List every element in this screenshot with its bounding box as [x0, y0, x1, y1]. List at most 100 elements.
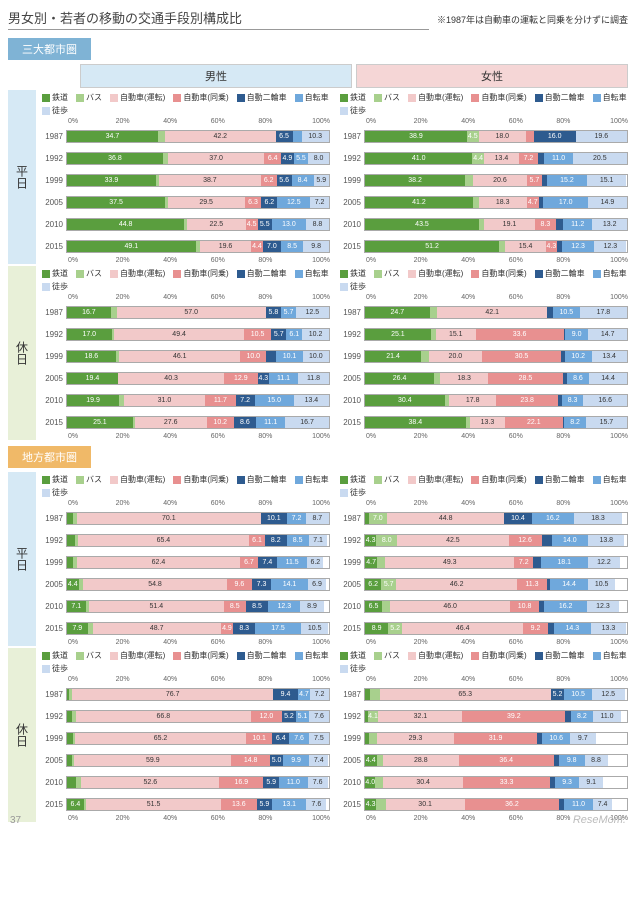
bar-segment: 14.1 [271, 579, 308, 590]
legend-item: 徒歩 [42, 487, 68, 498]
bar-segment [369, 733, 377, 744]
bar-segment: 13.4 [294, 395, 329, 406]
x-axis: 0%20%40%60%80%100% [38, 815, 330, 822]
region-label: 三大都市圏 [8, 38, 91, 60]
legend-label: 鉄道 [52, 92, 68, 103]
year-label: 1999 [336, 176, 364, 185]
day-type-label: 休日 [8, 648, 36, 822]
bar-segment: 9.1 [579, 777, 603, 788]
legend-item: 自転車 [593, 268, 627, 279]
year-label: 1987 [38, 690, 66, 699]
bar-segment: 31.9 [454, 733, 538, 744]
stacked-bar: 37.529.56.36.212.57.2 [66, 196, 330, 209]
stacked-bar: 36.837.06.44.95.58.0 [66, 152, 330, 165]
legend-swatch [535, 652, 543, 660]
legend-swatch [42, 489, 50, 497]
bar-row: 198776.79.44.77.2 [38, 683, 330, 705]
bar-segment: 7.6 [309, 711, 329, 722]
bar-segment: 17.8 [580, 307, 627, 318]
bar-segment: 5.9 [314, 175, 329, 186]
legend-item: 自転車 [295, 92, 329, 103]
legend-label: バス [86, 92, 102, 103]
bar-segment: 7.2 [514, 557, 533, 568]
legend-label: 自転車 [305, 268, 329, 279]
legend-item: 徒歩 [340, 487, 366, 498]
stacked-bar-chart: 鉄道バス自動車(運転)自動車(同乗)自動二輪車自転車徒歩0%20%40%60%8… [38, 90, 330, 264]
legend-swatch [110, 476, 118, 484]
bar-segment: 8.8 [585, 755, 608, 766]
bar-segment: 12.6 [509, 535, 542, 546]
x-axis: 0%20%40%60%80%100% [336, 639, 628, 646]
stacked-bar: 30.417.823.88.316.6 [364, 394, 628, 407]
bar-segment: 7.0 [263, 241, 281, 252]
bar-segment: 76.7 [72, 689, 273, 700]
bar-segment: 8.5 [281, 241, 303, 252]
legend-swatch [374, 270, 382, 278]
bar-row: 199265.46.18.28.57.1 [38, 529, 330, 551]
bar-segment: 20.6 [473, 175, 527, 186]
stacked-bar-chart: 鉄道バス自動車(運転)自動車(同乗)自動二輪車自転車徒歩0%20%40%60%8… [336, 266, 628, 440]
panel-row: 平日鉄道バス自動車(運転)自動車(同乗)自動二輪車自転車徒歩0%20%40%60… [8, 472, 628, 646]
bar-segment: 11.0 [279, 777, 308, 788]
bar-segment: 10.5 [588, 579, 616, 590]
bar-segment: 4.7 [527, 197, 539, 208]
year-label: 2005 [38, 756, 66, 765]
bar-segment: 52.6 [81, 777, 219, 788]
bar-segment: 23.8 [496, 395, 558, 406]
legend-swatch [237, 94, 245, 102]
legend-swatch [76, 270, 84, 278]
bar-segment: 6.2 [307, 557, 323, 568]
bar-segment: 4.4 [472, 153, 484, 164]
bar-segment: 19.1 [484, 219, 534, 230]
bar-segment [158, 131, 165, 142]
bar-segment: 19.9 [67, 395, 119, 406]
bar-segment: 8.8 [306, 219, 329, 230]
legend-label: 自動車(同乗) [481, 474, 526, 485]
legend-item: 自転車 [295, 268, 329, 279]
bar-segment: 10.1 [261, 513, 287, 524]
bar-segment: 9.0 [565, 329, 589, 340]
legend-item: 自動車(同乗) [173, 92, 228, 103]
x-axis: 0%20%40%60%80%100% [336, 118, 628, 125]
stacked-bar: 6.451.513.65.913.17.6 [66, 798, 330, 811]
bar-segment: 10.0 [240, 351, 266, 362]
bar-segment: 12.5 [277, 197, 310, 208]
year-label: 2005 [38, 198, 66, 207]
legend-label: 自動車(同乗) [481, 650, 526, 661]
bar-row: 20054.454.89.67.314.16.9 [38, 573, 330, 595]
bar-segment: 31.0 [124, 395, 205, 406]
year-label: 1992 [336, 154, 364, 163]
bar-segment: 5.6 [277, 175, 292, 186]
stacked-bar: 41.218.34.717.014.9 [364, 196, 628, 209]
bar-segment: 16.2 [532, 513, 574, 524]
legend-swatch [340, 476, 348, 484]
bar-segment: 7.2 [310, 197, 329, 208]
bar-segment: 10.2 [565, 351, 592, 362]
legend-label: 自動車(同乗) [183, 268, 228, 279]
bar-segment: 9.4 [273, 689, 298, 700]
bar-row: 199965.210.16.47.67.5 [38, 727, 330, 749]
bar-segment: 14.3 [554, 623, 591, 634]
bar-segment: 38.4 [365, 417, 466, 428]
legend-item: 自動車(運転) [408, 268, 463, 279]
bar-segment: 10.4 [504, 513, 531, 524]
bar-segment: 7.2 [519, 153, 538, 164]
bar-row: 201019.931.011.77.215.013.4 [38, 389, 330, 411]
year-label: 2010 [336, 778, 364, 787]
bar-segment: 8.4 [292, 175, 314, 186]
stacked-bar: 4.454.89.67.314.16.9 [66, 578, 330, 591]
legend-label: バス [384, 474, 400, 485]
bar-segment: 7.4 [258, 557, 277, 568]
legend: 鉄道バス自動車(運転)自動車(同乗)自動二輪車自転車徒歩 [336, 90, 628, 118]
bar-segment: 33.6 [476, 329, 564, 340]
legend-label: 自動二輪車 [247, 650, 287, 661]
bar-segment: 6.4 [272, 733, 289, 744]
page-root: 男女別・若者の移動の交通手段別構成比 ※1987年は自動車の運転と同乗を分けずに… [0, 0, 640, 832]
bar-row: 19877.044.810.416.218.3 [336, 507, 628, 529]
year-label: 1992 [336, 536, 364, 545]
bar-segment [370, 689, 380, 700]
bar-row: 198716.757.05.85.712.5 [38, 301, 330, 323]
bar-row: 200526.418.328.58.614.4 [336, 367, 628, 389]
bar-row: 200519.440.312.94.311.111.8 [38, 367, 330, 389]
legend-swatch [340, 94, 348, 102]
